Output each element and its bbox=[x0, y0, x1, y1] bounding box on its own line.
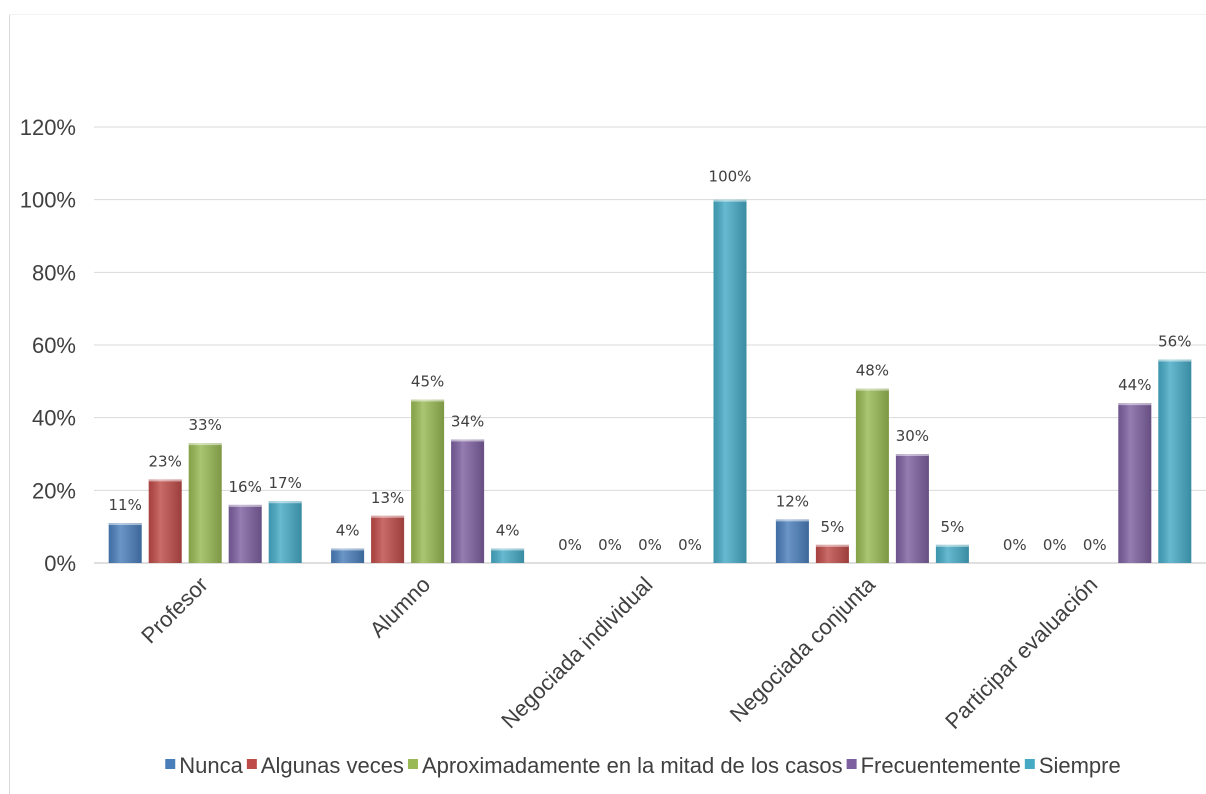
data-label: 45% bbox=[411, 373, 444, 391]
y-axis: 0% 20% 40% 60% 80% 100% 120% bbox=[20, 115, 76, 576]
data-label: 4% bbox=[496, 521, 520, 539]
legend-label: Nunca bbox=[179, 753, 243, 778]
bar-highlight bbox=[1118, 403, 1152, 406]
y-tick-label: 40% bbox=[32, 406, 76, 431]
frame-border-top bbox=[9, 14, 1206, 15]
bar-highlight bbox=[895, 454, 929, 456]
legend-label: Aproximadamente en la mitad de los casos bbox=[422, 753, 843, 778]
bar-shading bbox=[371, 515, 405, 563]
data-label: 5% bbox=[821, 518, 845, 536]
frame-border-left bbox=[9, 14, 10, 794]
data-label: 30% bbox=[896, 427, 929, 445]
bar-highlight bbox=[451, 439, 485, 442]
category-label: Negociada conjunta bbox=[725, 571, 881, 727]
data-label: 17% bbox=[269, 474, 302, 492]
bar-shading bbox=[228, 504, 262, 563]
legend-label: Frecuentemente bbox=[861, 753, 1021, 778]
bar-highlight bbox=[411, 399, 445, 402]
bar-highlight bbox=[815, 544, 849, 547]
data-label: 0% bbox=[1083, 536, 1107, 554]
data-label: 0% bbox=[678, 536, 702, 554]
bar-highlight bbox=[268, 501, 302, 504]
legend-swatch bbox=[246, 759, 257, 769]
bar-shading bbox=[895, 454, 929, 563]
data-label: 12% bbox=[776, 492, 809, 510]
bar-shading bbox=[1118, 403, 1152, 563]
y-tick-label: 100% bbox=[20, 188, 76, 213]
bar-shading bbox=[331, 548, 365, 563]
data-label: 0% bbox=[1003, 536, 1027, 554]
data-label: 56% bbox=[1158, 333, 1191, 351]
bar-shading bbox=[491, 548, 525, 563]
data-label: 48% bbox=[856, 362, 889, 380]
bar-shading bbox=[268, 501, 302, 563]
legend-label: Siempre bbox=[1039, 753, 1121, 778]
bar-shading bbox=[713, 199, 747, 563]
legend-label: Algunas veces bbox=[261, 753, 404, 778]
data-label: 0% bbox=[558, 536, 582, 554]
y-tick-label: 120% bbox=[20, 115, 76, 140]
y-tick-label: 20% bbox=[32, 478, 76, 503]
data-label: 13% bbox=[371, 489, 404, 507]
bar-shading bbox=[855, 388, 889, 563]
x-axis: Profesor Alumno Negociada individual Negoci… bbox=[136, 571, 1102, 734]
bar-shading bbox=[815, 544, 849, 563]
legend-swatch bbox=[1024, 759, 1035, 769]
category-label: Alumno bbox=[365, 572, 435, 642]
bar-shading bbox=[411, 399, 445, 563]
y-tick-label: 80% bbox=[32, 260, 76, 285]
data-label: 4% bbox=[336, 521, 360, 539]
bar-highlight bbox=[148, 479, 182, 482]
category-label: Negociada individual bbox=[496, 572, 657, 733]
bars bbox=[108, 199, 1192, 563]
bar-highlight bbox=[331, 548, 365, 551]
bar-highlight bbox=[371, 515, 405, 518]
bar-highlight bbox=[188, 443, 222, 446]
category-label: Profesor bbox=[136, 572, 212, 648]
data-label: 0% bbox=[638, 536, 662, 554]
data-label: 11% bbox=[109, 496, 142, 514]
bar-shading bbox=[775, 519, 809, 563]
data-labels: 11% 23% 33% 16% 17% 4% 13% 45% 34% 4% 0% 0% 0% 0% 12% 5… bbox=[109, 168, 1192, 554]
bar-highlight bbox=[775, 519, 809, 522]
legend-swatch bbox=[165, 759, 176, 769]
legend: Nunca Algunas veces Aproximadamente en la … bbox=[165, 753, 1121, 778]
data-label: 0% bbox=[1043, 536, 1067, 554]
bar-shading bbox=[188, 443, 222, 563]
gridlines bbox=[94, 126, 1206, 564]
y-tick-label: 60% bbox=[32, 333, 76, 358]
bar-highlight bbox=[491, 548, 525, 551]
data-label: 5% bbox=[941, 518, 965, 536]
category-label: Participar evaluación bbox=[940, 572, 1102, 734]
legend-swatch bbox=[846, 759, 857, 769]
bar-shading bbox=[935, 544, 969, 563]
y-tick-label: 0% bbox=[44, 551, 76, 576]
data-label: 16% bbox=[229, 478, 262, 496]
bar-shading bbox=[1158, 359, 1192, 563]
bar-highlight bbox=[228, 504, 262, 507]
bar-highlight bbox=[108, 523, 142, 526]
bar-shading bbox=[148, 479, 182, 563]
bar-shading bbox=[451, 439, 485, 563]
data-label: 33% bbox=[189, 416, 222, 434]
bar-highlight bbox=[935, 544, 969, 547]
data-label: 0% bbox=[598, 536, 622, 554]
data-label: 34% bbox=[451, 412, 484, 430]
data-label: 44% bbox=[1118, 376, 1151, 394]
bar-shading bbox=[108, 523, 142, 563]
bar-highlight bbox=[1158, 359, 1192, 362]
bar-highlight bbox=[713, 199, 747, 202]
data-label: 100% bbox=[709, 168, 752, 186]
data-label: 23% bbox=[149, 452, 182, 470]
bar-highlight bbox=[855, 388, 889, 391]
legend-swatch bbox=[407, 759, 418, 769]
